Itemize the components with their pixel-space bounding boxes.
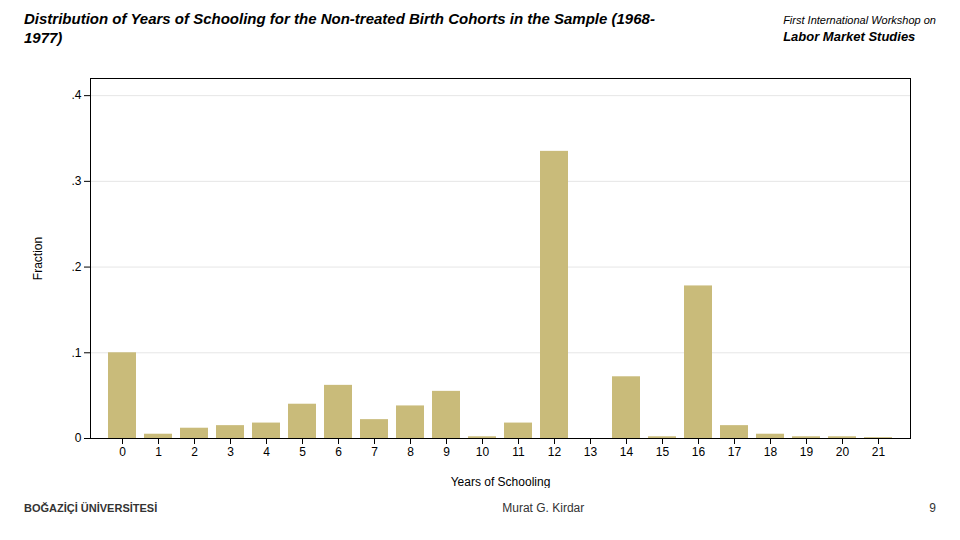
svg-text:15: 15 <box>656 445 670 459</box>
svg-text:14: 14 <box>620 445 634 459</box>
svg-text:17: 17 <box>728 445 742 459</box>
svg-text:0: 0 <box>119 445 126 459</box>
svg-text:6: 6 <box>335 445 342 459</box>
svg-text:.2: .2 <box>71 260 81 274</box>
svg-text:2: 2 <box>191 445 198 459</box>
svg-text:5: 5 <box>299 445 306 459</box>
svg-text:9: 9 <box>443 445 450 459</box>
svg-text:.3: .3 <box>71 174 81 188</box>
svg-text:1: 1 <box>155 445 162 459</box>
svg-text:11: 11 <box>512 445 525 459</box>
svg-text:12: 12 <box>548 445 562 459</box>
svg-text:.1: .1 <box>71 346 81 360</box>
html-text:BOĞAZİÇİ ÜNİVERSİTESİ: BOĞAZİÇİ ÜNİVERSİTESİ <box>24 502 158 514</box>
html-text:Murat G. Kirdar: Murat G. Kirdar <box>502 501 585 515</box>
svg-text:21: 21 <box>872 445 886 459</box>
svg-text:18: 18 <box>764 445 778 459</box>
svg-text:20: 20 <box>836 445 850 459</box>
html-text:First International Workshop o: First International Workshop on <box>783 13 936 26</box>
svg-text:13: 13 <box>584 445 598 459</box>
html-text:Labor Market Studies: Labor Market Studies <box>783 28 916 44</box>
svg-text:16: 16 <box>692 445 706 459</box>
svg-text:19: 19 <box>800 445 814 459</box>
html-text:9: 9 <box>929 501 936 515</box>
svg-text:Years of Schooling: Years of Schooling <box>451 475 551 489</box>
svg-text:.4: .4 <box>71 88 81 102</box>
svg-text:8: 8 <box>407 445 414 459</box>
svg-text:0: 0 <box>75 431 82 445</box>
html-text:Distribution of Years of Schoo: Distribution of Years of Schooling for t… <box>24 10 655 46</box>
svg-text:3: 3 <box>227 445 234 459</box>
svg-text:4: 4 <box>263 445 270 459</box>
svg-text:Fraction: Fraction <box>31 237 45 280</box>
svg-text:10: 10 <box>476 445 490 459</box>
svg-text:7: 7 <box>371 445 378 459</box>
